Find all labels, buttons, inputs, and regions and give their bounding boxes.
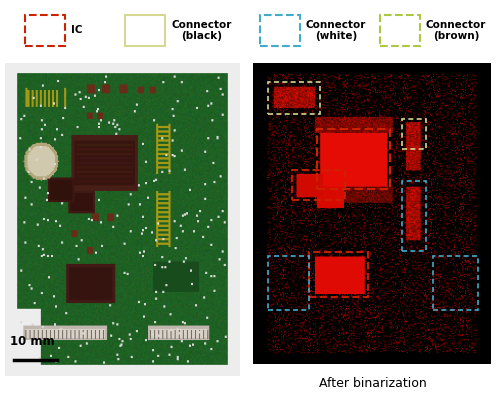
Text: Connector
(white): Connector (white) (306, 20, 366, 41)
FancyBboxPatch shape (380, 15, 420, 46)
FancyBboxPatch shape (125, 15, 165, 46)
Text: 10 mm: 10 mm (10, 335, 54, 347)
Bar (402, 181, 426, 251)
Bar (268, 82, 320, 114)
Text: After binarization: After binarization (318, 377, 426, 390)
Bar (316, 129, 390, 189)
Text: IC: IC (71, 25, 83, 36)
Text: Connector
(black): Connector (black) (171, 20, 232, 41)
Bar (292, 170, 346, 200)
Text: Connector
(brown): Connector (brown) (426, 20, 486, 41)
FancyBboxPatch shape (260, 15, 300, 46)
Bar (310, 252, 368, 297)
Bar (268, 256, 310, 310)
Bar (402, 118, 426, 149)
Bar (433, 256, 478, 310)
FancyBboxPatch shape (25, 15, 65, 46)
